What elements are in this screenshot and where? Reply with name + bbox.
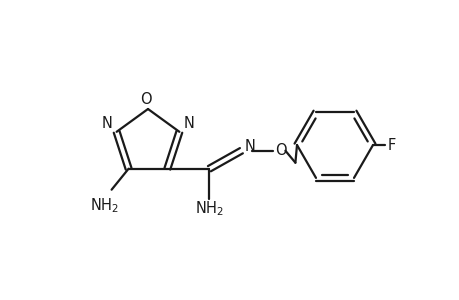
Text: N: N [245,139,255,154]
Text: NH$_2$: NH$_2$ [195,199,224,218]
Text: NH$_2$: NH$_2$ [90,196,119,215]
Text: N: N [101,116,112,131]
Text: O: O [275,143,286,158]
Text: O: O [140,92,151,106]
Text: N: N [184,116,195,131]
Text: F: F [387,137,395,152]
